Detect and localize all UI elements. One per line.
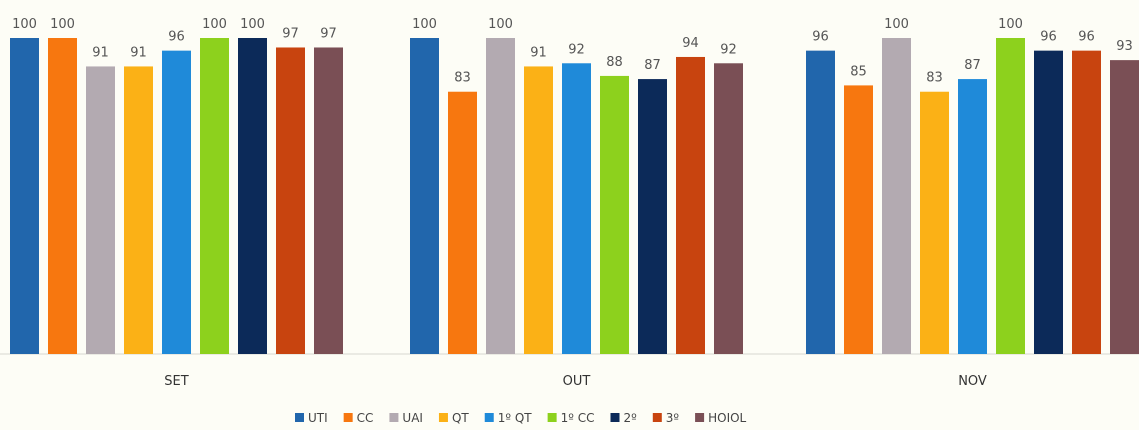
legend: UTI CC UAI QT 1º QT 1º CC 2º 3º HOIOL [295, 411, 747, 425]
legend-label-3: QT [452, 411, 469, 425]
bar-set-4 [162, 50, 191, 354]
legend-swatch-1 [343, 413, 353, 422]
data-label-out-4: 92 [568, 42, 585, 57]
bar-out-3 [524, 66, 553, 354]
legend-swatch-2 [389, 413, 399, 422]
legend-swatch-0 [295, 413, 304, 422]
bar-out-1 [448, 91, 477, 354]
bar-set-2 [86, 66, 115, 354]
bar-out-4 [562, 63, 591, 354]
bar-out-5 [600, 75, 629, 355]
bar-nov-7 [1072, 50, 1101, 354]
legend-swatch-3 [438, 413, 448, 422]
bar-nov-8 [1110, 60, 1139, 355]
data-label-out-8: 92 [720, 42, 737, 57]
bar-set-3 [124, 66, 153, 354]
legend-label-0: UTI [308, 411, 328, 425]
data-label-set-4: 96 [168, 30, 185, 45]
bar-set-1 [48, 38, 77, 354]
data-label-nov-2: 100 [884, 17, 909, 32]
bars-layer [10, 38, 1139, 355]
data-label-set-8: 97 [320, 26, 337, 41]
legend-swatch-4 [484, 413, 494, 422]
legend-swatch-6 [610, 413, 620, 422]
legend-label-1: CC [357, 411, 374, 425]
bar-nov-2 [882, 38, 911, 354]
data-label-out-1: 83 [454, 71, 471, 86]
category-label-out: OUT [563, 374, 591, 389]
bar-nov-3 [920, 91, 949, 354]
legend-swatch-8 [695, 413, 705, 422]
legend-label-4: 1º QT [498, 411, 533, 425]
data-label-nov-1: 85 [850, 64, 867, 79]
data-label-out-0: 100 [412, 17, 437, 32]
category-label-nov: NOV [958, 374, 987, 389]
bar-out-8 [714, 63, 743, 354]
bar-out-0 [410, 38, 439, 354]
legend-label-6: 2º [624, 411, 638, 425]
data-label-nov-3: 83 [926, 71, 943, 86]
category-labels: SET OUT NOV [164, 374, 987, 389]
data-label-out-6: 87 [644, 58, 661, 73]
data-label-out-5: 88 [606, 55, 623, 70]
bar-nov-0 [806, 50, 835, 354]
data-label-set-3: 91 [130, 45, 147, 60]
legend-swatch-5 [547, 413, 557, 422]
bar-out-6 [638, 79, 667, 354]
bar-set-5 [200, 38, 229, 354]
bar-nov-1 [844, 85, 873, 355]
data-label-set-2: 91 [92, 45, 109, 60]
bar-set-8 [314, 47, 343, 354]
data-label-out-7: 94 [682, 36, 699, 51]
bar-nov-5 [996, 38, 1025, 354]
data-label-set-5: 100 [202, 17, 227, 32]
bar-set-0 [10, 38, 39, 354]
data-label-nov-0: 96 [812, 30, 829, 45]
data-label-set-0: 100 [12, 17, 37, 32]
data-label-set-1: 100 [50, 17, 75, 32]
bar-out-7 [676, 56, 705, 355]
data-label-out-3: 91 [530, 45, 547, 60]
data-label-nov-7: 96 [1078, 30, 1095, 45]
data-label-nov-5: 100 [998, 17, 1023, 32]
legend-label-7: 3º [666, 411, 680, 425]
category-label-set: SET [164, 374, 188, 389]
data-label-nov-6: 96 [1040, 30, 1057, 45]
bar-nov-6 [1034, 50, 1063, 354]
legend-label-5: 1º CC [561, 411, 595, 425]
legend-label-8: HOIOL [708, 411, 746, 425]
data-label-nov-8: 93 [1116, 39, 1133, 54]
legend-swatch-7 [652, 413, 662, 422]
data-label-set-7: 97 [282, 26, 299, 41]
bar-set-6 [238, 38, 267, 354]
bar-set-7 [276, 47, 305, 354]
legend-label-2: UAI [402, 411, 423, 425]
bar-nov-4 [958, 79, 987, 354]
data-label-out-2: 100 [488, 17, 513, 32]
labels-layer: 100 100 91 91 96 100 100 97 97 100 83 100 91 92 88 87 94… [12, 17, 1133, 86]
data-label-nov-4: 87 [964, 58, 981, 73]
data-label-set-6: 100 [240, 17, 265, 32]
bar-out-2 [486, 38, 515, 354]
